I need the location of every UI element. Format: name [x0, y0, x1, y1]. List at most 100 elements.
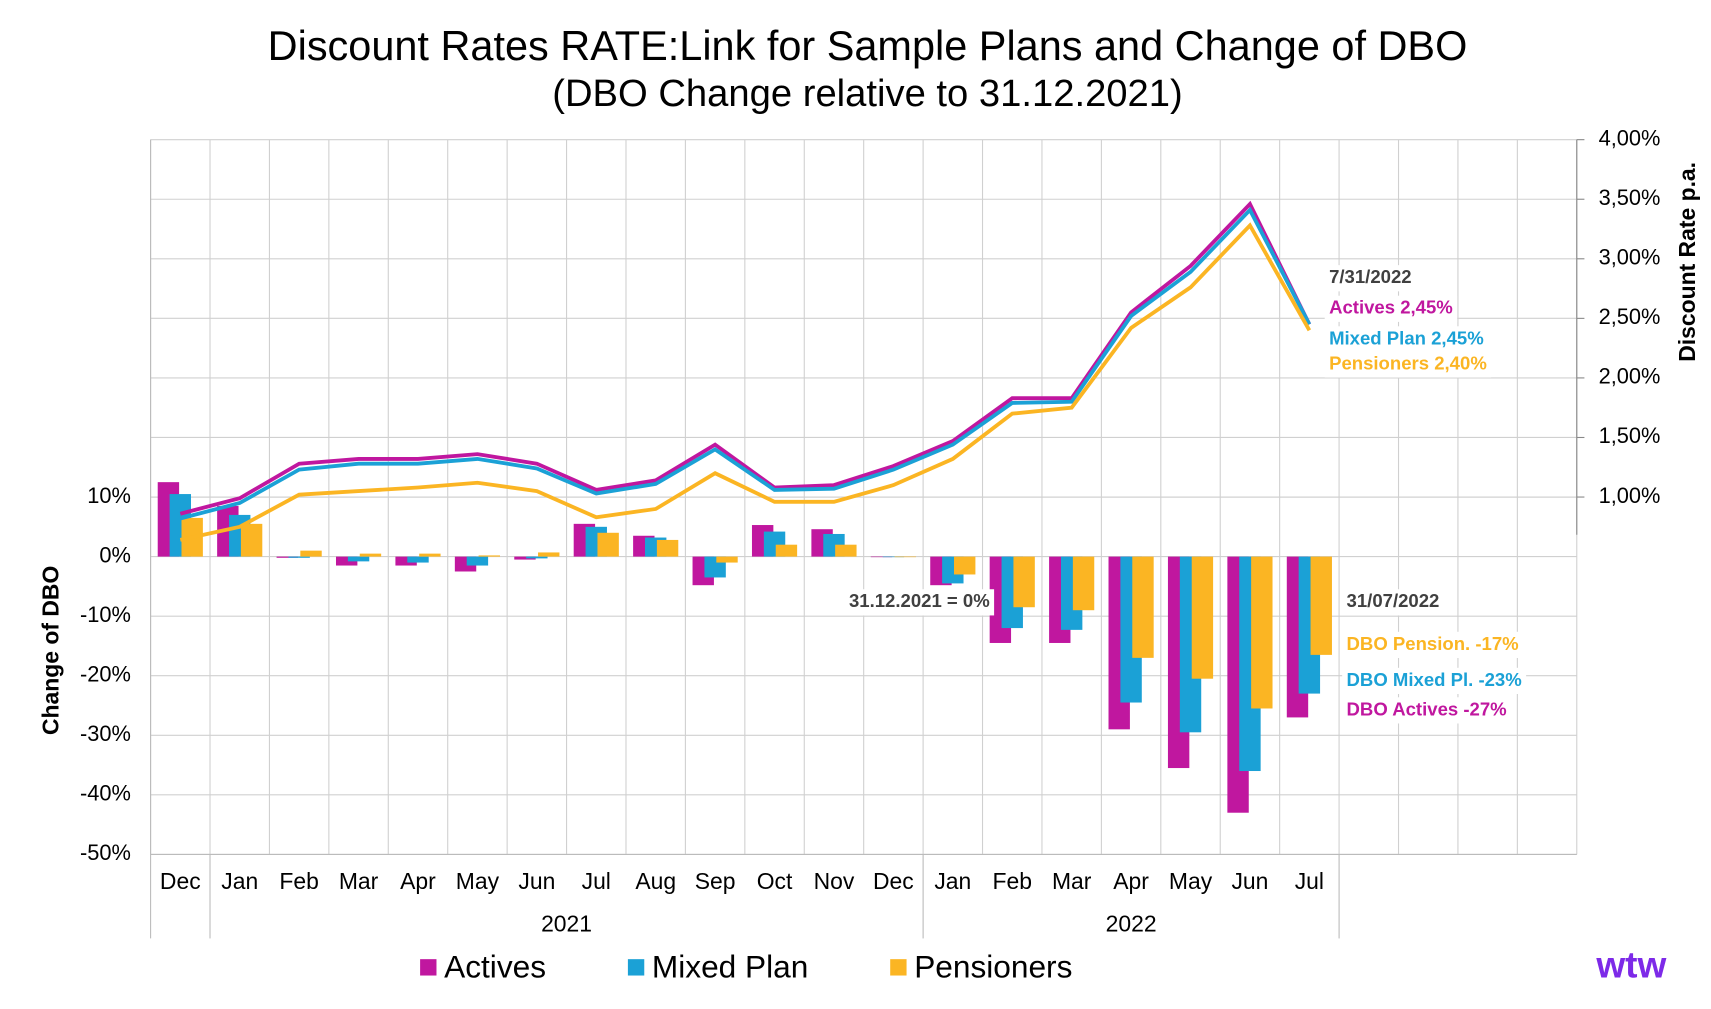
x-tick-label: May — [1169, 868, 1213, 894]
annotation-bg — [1342, 667, 1527, 695]
x-tick-label: May — [456, 868, 500, 894]
legend-swatch — [420, 959, 437, 976]
bar — [775, 544, 798, 557]
rate-line — [179, 206, 1312, 521]
logo: wtw — [1595, 944, 1666, 986]
bar — [656, 539, 679, 557]
annotation: DBO Pension. -17% — [1347, 633, 1519, 654]
y2-tick-label: 4,00% — [1599, 125, 1661, 150]
annotation-bg — [1324, 326, 1489, 353]
bar — [882, 556, 905, 558]
group-label: 2022 — [1106, 910, 1157, 936]
bar — [538, 552, 560, 557]
bar — [395, 556, 417, 566]
legend-swatch — [627, 959, 645, 976]
annotation-bg — [1342, 589, 1444, 616]
annotation-bg — [1324, 351, 1492, 378]
bar — [407, 556, 429, 563]
group-label: 2021 — [541, 910, 592, 936]
annotation-bg — [1342, 697, 1512, 724]
x-tick-label: Jun — [1231, 868, 1268, 894]
x-tick-label: Jul — [1295, 868, 1324, 894]
annotation-bg — [1342, 631, 1524, 658]
bar — [1072, 556, 1095, 611]
bar — [894, 556, 916, 558]
bar — [335, 556, 358, 566]
chart-subtitle: (DBO Change relative to 31.12.2021) — [552, 72, 1182, 115]
y2-tick-label: 1,50% — [1599, 423, 1661, 448]
annotation: DBO Actives -27% — [1347, 698, 1507, 719]
x-tick-label: Feb — [993, 868, 1032, 894]
bar — [514, 556, 536, 560]
x-tick-label: Jul — [582, 868, 611, 894]
y2-axis-title: Discount Rate p.a. — [1674, 162, 1700, 362]
bar — [1132, 556, 1154, 658]
y2-tick-label: 3,50% — [1599, 185, 1661, 210]
x-tick-label: Mar — [1052, 868, 1092, 894]
legend-label: Actives — [444, 948, 546, 984]
y-tick-label: -30% — [80, 721, 131, 746]
y2-tick-label: 2,50% — [1599, 304, 1661, 329]
x-tick-label: Feb — [279, 868, 318, 894]
x-tick-label: Aug — [635, 868, 676, 894]
annotation: Actives 2,45% — [1329, 297, 1453, 318]
bar — [1251, 556, 1273, 709]
y-axis-title: Change of DBO — [37, 566, 63, 735]
legend-label: Mixed Plan — [652, 948, 808, 984]
bar — [276, 556, 298, 558]
annotation: 7/31/2022 — [1329, 266, 1412, 287]
bar — [300, 550, 322, 557]
y-tick-label: -50% — [80, 840, 131, 865]
annotation: 31/07/2022 — [1347, 590, 1440, 611]
bar — [288, 556, 310, 558]
y2-tick-label: 1,00% — [1599, 483, 1661, 508]
annotation-bg — [1324, 265, 1416, 292]
bar — [716, 556, 738, 563]
bar — [466, 556, 489, 566]
bar — [478, 555, 501, 557]
x-tick-label: Oct — [757, 868, 793, 894]
chart-title: Discount Rates RATE:Link for Sample Plan… — [268, 22, 1468, 69]
bar — [526, 556, 548, 559]
bar — [359, 553, 382, 557]
bar — [870, 556, 893, 558]
x-tick-label: Nov — [814, 868, 855, 894]
x-tick-label: Sep — [695, 868, 736, 894]
bar — [597, 532, 619, 557]
legend-swatch — [890, 959, 907, 976]
x-tick-label: Mar — [339, 868, 379, 894]
annotation: Pensioners 2,40% — [1329, 352, 1487, 373]
y2-tick-label: 3,00% — [1599, 245, 1661, 270]
rate-line — [179, 222, 1312, 542]
annotation: 31.12.2021 = 0% — [849, 590, 990, 611]
y2-tick-label: 2,00% — [1599, 364, 1661, 389]
rate-line — [179, 200, 1312, 516]
annotation-bg — [1324, 295, 1458, 322]
bar — [1013, 556, 1035, 608]
y-tick-label: 10% — [87, 483, 131, 508]
bar — [347, 556, 370, 562]
bar — [419, 553, 441, 557]
annotation-bg — [844, 589, 995, 616]
legend-label: Pensioners — [914, 948, 1072, 984]
bar — [835, 544, 857, 557]
bar — [240, 523, 263, 557]
annotation: DBO Mixed Pl. -23% — [1347, 669, 1522, 690]
y-tick-label: -10% — [80, 602, 131, 627]
y-tick-label: -20% — [80, 661, 131, 686]
x-tick-label: Jan — [934, 868, 971, 894]
chart-body: Discount Rates RATE:Link for Sample Plan… — [37, 22, 1700, 986]
x-tick-label: Apr — [400, 868, 436, 894]
bar — [1310, 556, 1332, 655]
annotation: Mixed Plan 2,45% — [1329, 327, 1484, 348]
bar — [1191, 556, 1214, 679]
bar — [954, 556, 976, 575]
x-tick-label: Jan — [221, 868, 258, 894]
y-tick-label: 0% — [99, 542, 131, 567]
x-tick-label: Dec — [160, 868, 201, 894]
x-tick-label: Jun — [518, 868, 555, 894]
x-tick-label: Apr — [1113, 868, 1149, 894]
y-tick-label: -40% — [80, 781, 131, 806]
x-tick-label: Dec — [873, 868, 914, 894]
